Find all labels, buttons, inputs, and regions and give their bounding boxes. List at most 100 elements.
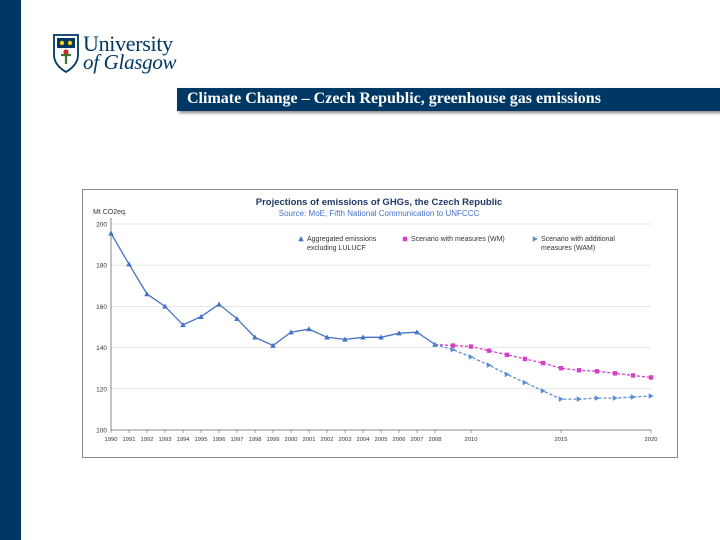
- data-point: [234, 315, 240, 321]
- chart-subtitle: Source: MoE, Fifth National Communicatio…: [279, 209, 480, 218]
- data-point: [402, 236, 408, 242]
- data-point: [648, 375, 654, 380]
- x-tick-label: 1996: [213, 437, 226, 443]
- chart-legend: Aggregated emissions excluding LULUCF Scen…: [298, 236, 615, 252]
- x-tick-label: 2004: [357, 437, 371, 443]
- x-tick-label: 1995: [195, 437, 208, 443]
- y-tick-labels: 100 120 140 160 180 200: [96, 222, 107, 435]
- legend-label: measures (WAM): [541, 245, 595, 252]
- x-tick-label: 2005: [375, 437, 388, 443]
- data-point: [522, 379, 528, 386]
- data-point: [504, 371, 510, 378]
- data-point: [298, 236, 304, 242]
- x-tick-label: 1997: [231, 437, 244, 443]
- x-tick-label: 2020: [645, 437, 658, 443]
- y-tick-label: 120: [96, 386, 107, 393]
- x-tick-label: 2003: [339, 437, 352, 443]
- legend-label: excluding LULUCF: [307, 245, 366, 252]
- data-point: [270, 342, 276, 348]
- data-point: [288, 329, 294, 335]
- series-2: [434, 343, 654, 380]
- logo-line-university: University: [83, 31, 173, 56]
- data-point: [468, 354, 474, 360]
- x-tick-label: 1994: [177, 437, 191, 443]
- data-point: [630, 373, 636, 378]
- x-tick-label: 2000: [285, 437, 298, 443]
- data-point: [486, 362, 492, 368]
- y-axis-label: Mt CO2eq.: [93, 209, 127, 216]
- x-tick-label: 2007: [411, 437, 424, 443]
- data-point: [612, 371, 618, 376]
- data-point: [504, 352, 510, 358]
- data-point: [540, 360, 546, 366]
- data-point: [630, 394, 636, 400]
- x-tick-labels: 1990 1991 1992 1993 1994 1995 1996 1997 1998 1999…: [105, 430, 658, 443]
- x-tick-label: 1991: [123, 437, 136, 443]
- y-tick-label: 200: [96, 222, 107, 229]
- y-tick-label: 140: [96, 345, 107, 352]
- series-lines: [108, 230, 654, 402]
- x-tick-label: 1992: [141, 437, 154, 443]
- data-point: [522, 356, 528, 362]
- data-point: [468, 344, 474, 349]
- x-tick-label: 1998: [249, 437, 262, 443]
- x-tick-label: 2001: [303, 437, 316, 443]
- x-tick-label: 2010: [465, 437, 478, 443]
- x-tick-label: 2006: [393, 437, 406, 443]
- data-point: [126, 261, 132, 267]
- data-point: [342, 336, 348, 342]
- legend-label: Aggregated emissions: [307, 236, 377, 243]
- data-point: [198, 313, 204, 319]
- data-point: [594, 369, 600, 374]
- slide-title: Climate Change – Czech Republic, greenho…: [187, 90, 601, 107]
- data-point: [396, 330, 402, 336]
- series-1: [108, 230, 438, 348]
- data-point: [450, 343, 456, 348]
- series-3: [434, 343, 654, 402]
- data-point: [108, 230, 114, 236]
- slide-title-bar: Climate Change – Czech Republic, greenho…: [177, 88, 720, 111]
- data-point: [450, 346, 456, 353]
- legend-entry-2: Scenario with measures (WM): [402, 236, 505, 243]
- logo-line-of-glasgow: of Glasgow: [83, 50, 177, 74]
- data-point: [216, 301, 222, 307]
- data-point: [486, 348, 492, 353]
- data-point: [324, 334, 330, 340]
- data-point: [558, 366, 564, 371]
- data-point: [378, 334, 384, 340]
- data-point: [144, 291, 150, 297]
- data-point: [532, 236, 538, 242]
- x-tick-label: 2008: [429, 437, 442, 443]
- legend-label: Scenario with measures (WM): [411, 236, 505, 243]
- chart-container: Projections of emissions of GHGs, the Cz…: [82, 189, 678, 458]
- x-tick-label: 1993: [159, 437, 172, 443]
- data-point: [414, 329, 420, 335]
- data-point: [594, 395, 600, 401]
- legend-entry-3: Scenario with additional measures (WAM): [532, 236, 615, 252]
- data-point: [162, 303, 168, 309]
- legend-entry-1: Aggregated emissions excluding LULUCF: [298, 236, 377, 252]
- data-point: [540, 388, 546, 394]
- data-point: [648, 393, 654, 399]
- data-point: [252, 334, 258, 340]
- y-gridlines: [111, 223, 651, 390]
- data-point: [576, 368, 582, 373]
- chart-title: Projections of emissions of GHGs, the Cz…: [256, 197, 503, 208]
- x-tick-label: 2002: [321, 437, 334, 443]
- x-tick-label: 1990: [105, 437, 118, 443]
- data-point: [612, 395, 618, 401]
- data-point: [576, 396, 582, 402]
- emissions-chart: Projections of emissions of GHGs, the Cz…: [93, 197, 658, 443]
- data-point: [180, 322, 186, 328]
- x-tick-label: 2015: [555, 437, 568, 443]
- y-tick-label: 180: [96, 263, 107, 270]
- left-accent-bar: [0, 0, 21, 540]
- legend-label: Scenario with additional: [541, 236, 615, 243]
- x-tick-label: 1999: [267, 437, 280, 443]
- data-point: [360, 334, 366, 340]
- crest-icon: [53, 34, 79, 73]
- y-tick-label: 100: [96, 428, 107, 435]
- logo-wordmark: University of Glasgow: [83, 31, 177, 74]
- y-tick-label: 160: [96, 304, 107, 311]
- data-point: [306, 326, 312, 332]
